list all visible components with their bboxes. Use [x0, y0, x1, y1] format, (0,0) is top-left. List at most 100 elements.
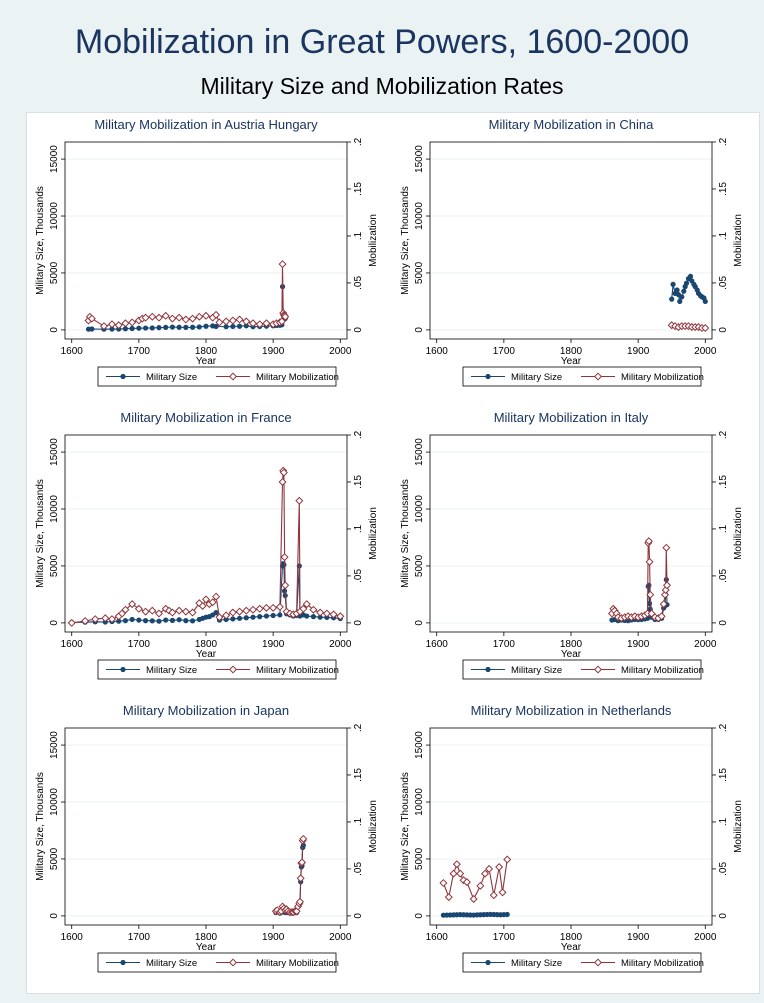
- data-point-mobilization: [168, 608, 177, 617]
- legend-swatch-marker: [485, 373, 491, 380]
- x-axis-label: Year: [196, 649, 217, 660]
- data-point-size: [176, 617, 182, 623]
- legend-swatch-marker: [485, 666, 491, 673]
- panel-title: Military Mobilization in Netherlands: [471, 703, 672, 718]
- legend: Military Size Military Mobilization: [462, 659, 704, 680]
- x-tick-label: 1900: [262, 639, 285, 650]
- data-point-size: [116, 618, 122, 624]
- data-point-size: [683, 280, 690, 286]
- data-point-mobilization: [242, 606, 251, 615]
- data-point-mobilization: [275, 602, 284, 611]
- x-tick-label: 1800: [195, 932, 218, 943]
- data-point-mobilization: [278, 477, 287, 486]
- data-point-size: [230, 616, 236, 622]
- legend-label: Military Mobilization: [621, 958, 704, 969]
- data-point-mobilization: [212, 310, 221, 319]
- panel-title: Military Mobilization in Austria Hungary: [94, 117, 318, 132]
- y-tick-label: 15000: [49, 145, 60, 173]
- plot-frame: [64, 141, 348, 340]
- data-point-size: [142, 618, 149, 624]
- data-point-mobilization: [485, 864, 494, 873]
- y-tick-label: 5000: [414, 261, 425, 284]
- data-point-size: [213, 610, 219, 616]
- y-tick-label: 15000: [414, 438, 425, 466]
- y2-tick-label: .15: [353, 475, 364, 489]
- data-point-size: [670, 281, 676, 287]
- data-point-mobilization: [201, 311, 211, 320]
- x-tick-label: 1700: [493, 639, 516, 650]
- data-point-size: [281, 562, 287, 568]
- legend-label: Military Mobilization: [256, 665, 339, 676]
- data-point-mobilization: [646, 590, 655, 599]
- data-point-size: [277, 612, 283, 618]
- data-point-mobilization: [235, 315, 244, 324]
- data-point-mobilization: [302, 600, 311, 609]
- x-tick-label: 2000: [329, 346, 352, 357]
- y-tick-label: 5000: [414, 847, 425, 870]
- x-tick-label: 1800: [560, 639, 583, 650]
- legend-swatch-marker: [120, 666, 126, 673]
- plot-frame: [64, 727, 348, 926]
- data-point-size: [189, 324, 196, 330]
- data-point-mobilization: [81, 617, 90, 626]
- data-point-mobilization: [278, 260, 287, 269]
- y-tick-label: 0: [414, 913, 425, 919]
- x-axis-label: Year: [561, 356, 582, 367]
- y2-tick-label: .2: [718, 723, 729, 732]
- data-point-mobilization: [657, 612, 666, 621]
- x-tick-label: 2000: [694, 346, 717, 357]
- data-point-size: [236, 323, 243, 329]
- data-point-mobilization: [148, 312, 157, 321]
- data-point-mobilization: [248, 319, 258, 328]
- data-point-mobilization: [141, 607, 150, 616]
- data-point-mobilization: [295, 496, 304, 505]
- data-point-mobilization: [456, 869, 465, 878]
- x-tick-label: 1600: [426, 346, 449, 357]
- y2-tick-label: .15: [353, 768, 364, 782]
- y-tick-label: 0: [414, 327, 425, 333]
- y-tick-label: 0: [49, 327, 60, 333]
- y-tick-label: 0: [49, 913, 60, 919]
- data-point-mobilization: [262, 319, 271, 328]
- data-point-size: [243, 615, 249, 621]
- data-point-mobilization: [449, 869, 458, 878]
- data-point-size: [203, 323, 209, 329]
- data-point-size: [183, 324, 189, 330]
- data-point-size: [142, 325, 149, 331]
- data-point-mobilization: [269, 603, 278, 612]
- figure-subtitle: Military Size and Mobilization Rates: [200, 73, 564, 99]
- y2-axis-label: Mobilization: [368, 800, 379, 853]
- y-tick-label: 10000: [49, 495, 60, 523]
- data-point-size: [223, 616, 229, 623]
- y2-tick-label: .1: [353, 231, 364, 240]
- data-point-size: [243, 323, 249, 329]
- data-point-size: [156, 325, 162, 331]
- y-tick-label: 5000: [49, 847, 60, 870]
- legend-label: Military Mobilization: [256, 958, 339, 969]
- data-point-mobilization: [175, 313, 184, 322]
- x-tick-label: 1700: [128, 932, 151, 943]
- y-tick-label: 10000: [49, 202, 60, 230]
- y2-tick-label: .1: [353, 524, 364, 533]
- plot-frame: [429, 141, 713, 340]
- data-point-size: [679, 294, 685, 300]
- legend: Military Size Military Mobilization: [462, 952, 704, 973]
- data-point-size: [230, 323, 236, 330]
- data-point-mobilization: [298, 858, 307, 867]
- y-axis-label: Military Size, Thousands: [35, 186, 46, 295]
- y2-axis-label: Mobilization: [733, 800, 744, 853]
- x-tick-label: 1700: [493, 346, 516, 357]
- data-point-size: [129, 616, 135, 623]
- data-point-mobilization: [222, 317, 231, 326]
- chart-panel: Military Mobilization in Netherlands 1600…: [400, 703, 744, 973]
- data-point-mobilization: [495, 863, 504, 872]
- x-tick-label: 2000: [694, 639, 717, 650]
- legend-label: Military Size: [146, 665, 197, 676]
- y2-tick-label: .1: [353, 817, 364, 826]
- data-point-mobilization: [452, 860, 461, 869]
- legend-swatch-marker: [120, 373, 126, 380]
- legend-swatch-marker: [593, 665, 603, 674]
- data-point-mobilization: [181, 607, 190, 616]
- x-tick-label: 1600: [61, 932, 84, 943]
